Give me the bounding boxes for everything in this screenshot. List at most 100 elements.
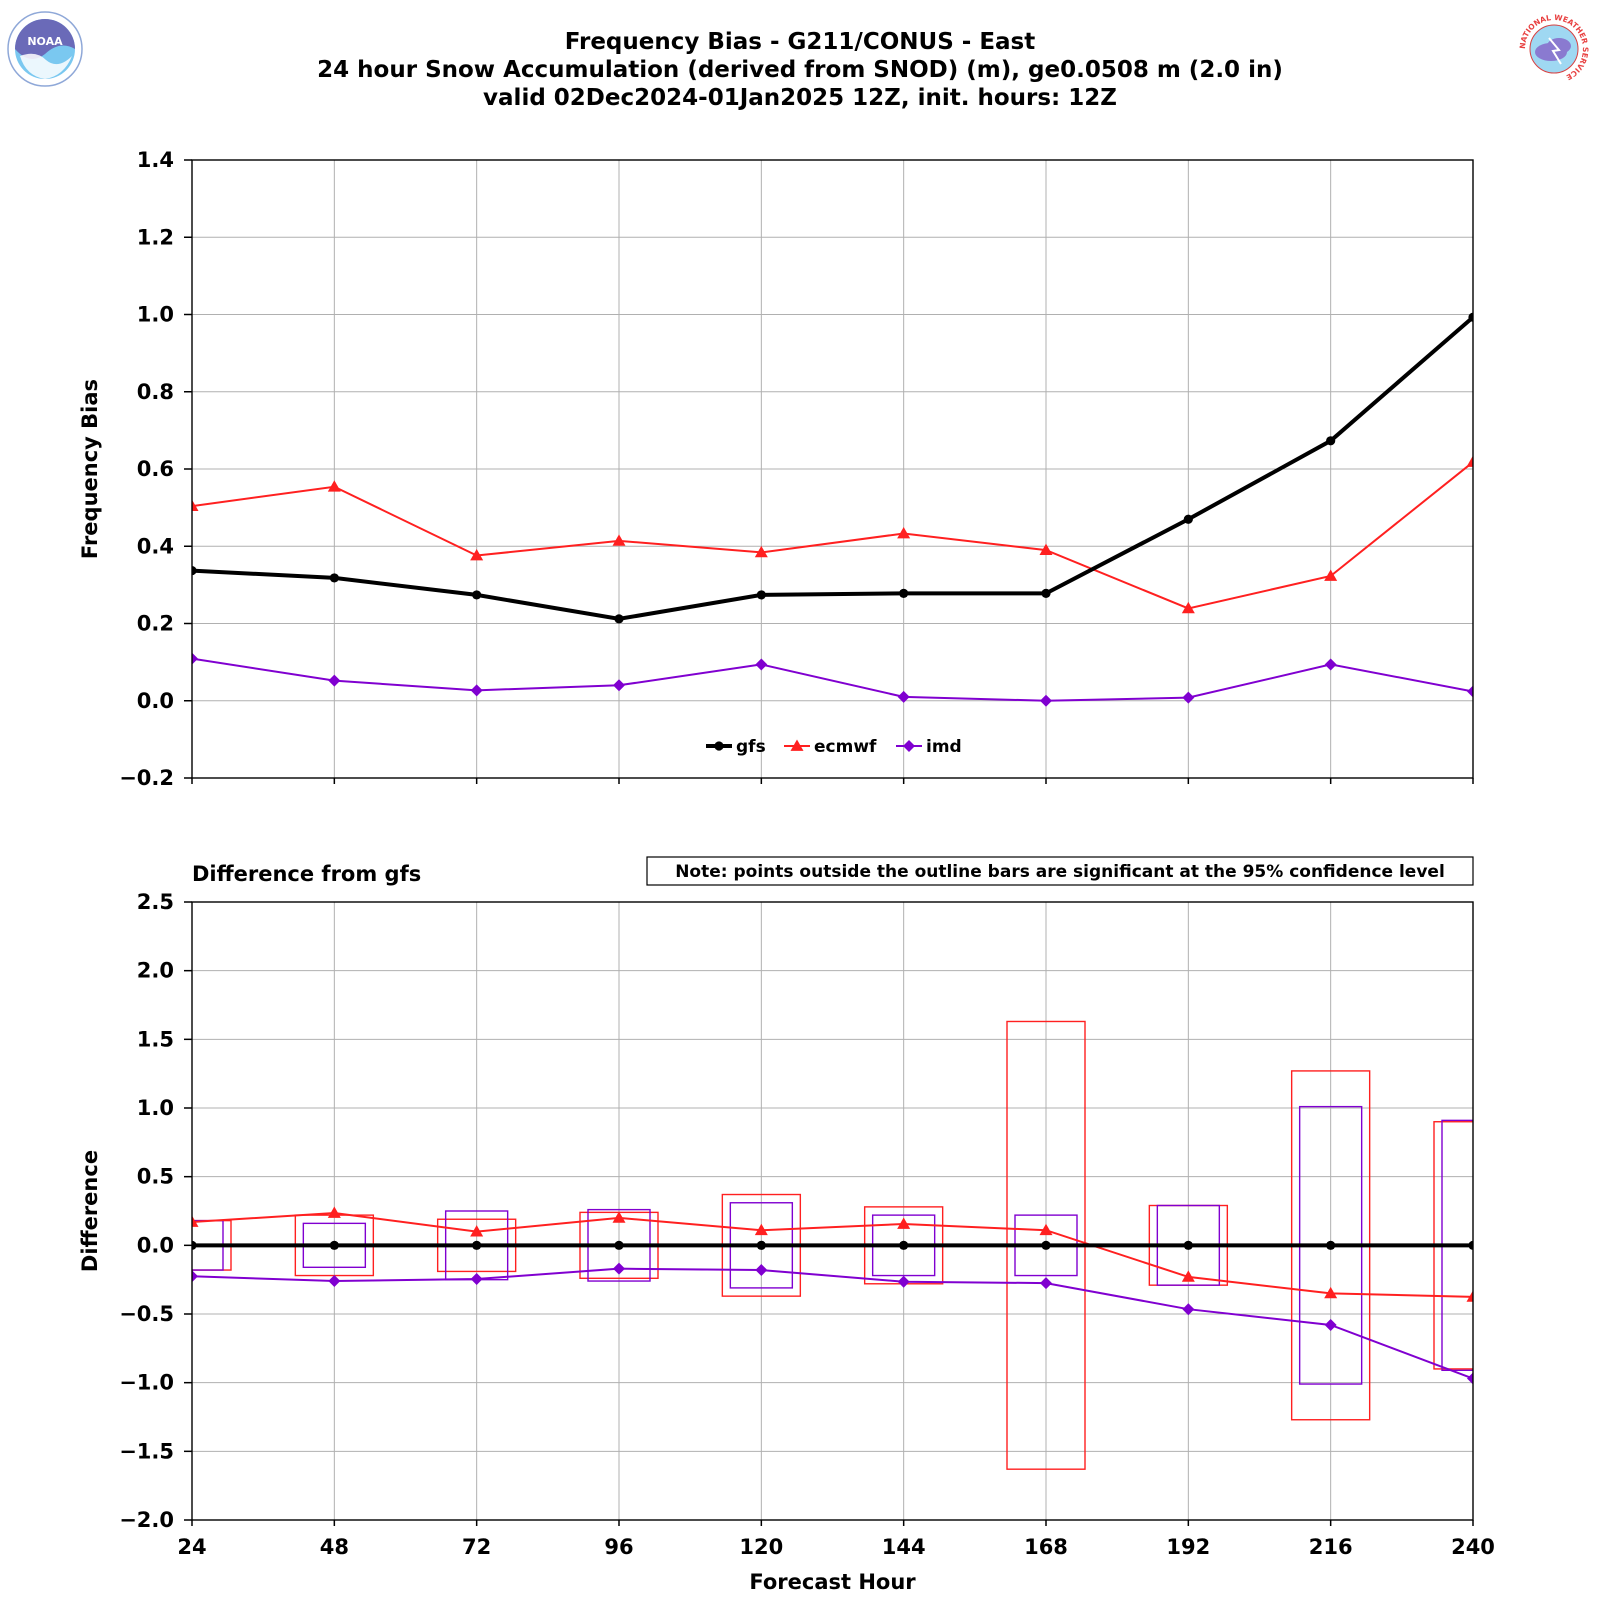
y-tick-label: 1.5 (137, 1027, 174, 1051)
data-point-ecmwf (327, 1206, 341, 1218)
data-point-ecmwf (1181, 601, 1195, 614)
x-axis-label: Forecast Hour (749, 1570, 916, 1594)
title-line-3: valid 02Dec2024-01Jan2025 12Z, init. hou… (483, 85, 1117, 111)
plot-area (192, 312, 1473, 707)
data-point-gfs (1326, 1240, 1336, 1250)
note-text: Note: points outside the outline bars ar… (675, 862, 1445, 882)
data-point-gfs (329, 1240, 339, 1250)
legend-label-imd: imd (926, 737, 962, 757)
y-tick-label: 1.0 (137, 303, 174, 327)
x-tick-label: 144 (882, 1535, 926, 1559)
legend-marker-imd (903, 740, 915, 752)
data-point-imd (897, 1275, 910, 1288)
frequency-bias-panel: −0.2 0.0 0.2 0.4 0.6 0.8 1.0 1.2 1.4 Frequency Bi… (78, 148, 1474, 790)
legend-marker-gfs (714, 741, 724, 751)
data-point-ecmwf (192, 1215, 199, 1227)
series-line-imd (192, 1267, 1473, 1380)
data-point-gfs (1468, 1240, 1473, 1250)
data-point-imd (755, 658, 768, 671)
plot-area (192, 1020, 1473, 1470)
noaa-logo: NOAA (7, 11, 83, 87)
panel-subtitle: Difference from gfs (192, 862, 421, 886)
data-point-gfs (756, 590, 766, 600)
legend: gfs ecmwf imd (706, 737, 962, 757)
data-point-imd (328, 674, 341, 687)
series-line-imd (192, 657, 1473, 702)
data-point-imd (470, 684, 483, 697)
data-point-imd (1040, 1277, 1052, 1290)
y-tick-label: −1.5 (119, 1439, 174, 1463)
data-point-gfs (472, 590, 482, 600)
data-point-imd (1182, 1303, 1195, 1316)
y-tick-label: 1.0 (137, 1096, 174, 1120)
data-point-gfs (1041, 1240, 1051, 1250)
y-tick-label: 0.6 (137, 457, 174, 481)
chart-title: Frequency Bias - G211/CONUS - East 24 ho… (0, 28, 1600, 112)
data-point-imd (192, 1270, 198, 1283)
data-point-imd (470, 1272, 483, 1285)
data-point-ecmwf (192, 499, 199, 511)
data-point-ecmwf (327, 480, 341, 492)
data-point-gfs (192, 1240, 197, 1250)
series-line-gfs (192, 315, 1473, 621)
y-tick-label: 0.4 (137, 534, 174, 558)
nws-logo: NATIONAL WEATHER SERVICE (1517, 12, 1591, 86)
data-point-gfs (899, 588, 909, 598)
y-tick-label: −2.0 (119, 1508, 174, 1532)
legend-label-gfs: gfs (736, 737, 766, 757)
data-point-ecmwf (1324, 569, 1338, 581)
data-point-ecmwf (470, 1225, 484, 1237)
data-point-ecmwf (470, 549, 484, 561)
plot-frame (191, 159, 1474, 779)
data-point-gfs (614, 1240, 624, 1250)
x-tick-label: 72 (462, 1535, 491, 1559)
data-point-gfs (1183, 514, 1193, 524)
data-point-ecmwf (1324, 1286, 1338, 1299)
data-point-imd (1467, 1372, 1473, 1385)
data-point-gfs (192, 565, 197, 576)
title-line-1: Frequency Bias - G211/CONUS - East (564, 29, 1036, 55)
y-tick-label: 0.5 (137, 1165, 174, 1189)
data-point-gfs (1183, 1240, 1193, 1250)
y-tick-label: −0.2 (119, 766, 174, 790)
x-tick-label: 168 (1024, 1535, 1068, 1559)
data-point-gfs (472, 1240, 482, 1250)
data-point-gfs (756, 1240, 766, 1250)
data-point-gfs (1326, 436, 1336, 446)
data-point-imd (192, 652, 198, 665)
data-point-ecmwf (897, 527, 911, 539)
series-line-ecmwf (192, 461, 1473, 610)
data-point-gfs (614, 614, 624, 624)
data-point-imd (328, 1275, 341, 1288)
data-point-ecmwf (612, 534, 626, 546)
x-tick-label: 120 (739, 1535, 783, 1559)
data-point-imd (613, 1262, 625, 1275)
x-tick-label: 48 (320, 1535, 349, 1559)
noaa-logo-text: NOAA (27, 35, 63, 48)
title-line-2: 24 hour Snow Accumulation (derived from … (317, 57, 1283, 83)
y-axis-label: Difference (78, 1150, 102, 1272)
note-box (646, 856, 1474, 886)
data-point-imd (1182, 691, 1195, 704)
y-tick-label: 0.2 (137, 612, 174, 636)
data-point-gfs (329, 573, 339, 583)
data-point-ecmwf (1181, 1270, 1195, 1282)
y-axis-label: Frequency Bias (78, 379, 102, 559)
data-point-ecmwf (1466, 455, 1473, 467)
y-tick-label: −0.5 (119, 1302, 174, 1326)
data-point-imd (897, 690, 910, 703)
series-line-ecmwf (192, 1212, 1473, 1298)
data-point-gfs (1468, 312, 1473, 322)
y-tick-label: 0.0 (137, 1233, 174, 1257)
x-tick-label: 240 (1451, 1535, 1495, 1559)
data-point-ecmwf (1039, 543, 1053, 555)
data-point-ecmwf (897, 1217, 911, 1229)
y-tick-label: 0.8 (137, 380, 174, 404)
x-tick-label: 216 (1309, 1535, 1353, 1559)
data-point-ecmwf (754, 1223, 768, 1236)
y-tick-label: 2.0 (137, 959, 174, 983)
y-tick-label: 2.5 (137, 890, 174, 914)
difference-panel: −2.0 −1.5 −1.0 −0.5 0.0 0.5 1.0 1.5 2.0 2.5 24 48 72… (78, 856, 1495, 1594)
data-point-ecmwf (1039, 1223, 1053, 1236)
